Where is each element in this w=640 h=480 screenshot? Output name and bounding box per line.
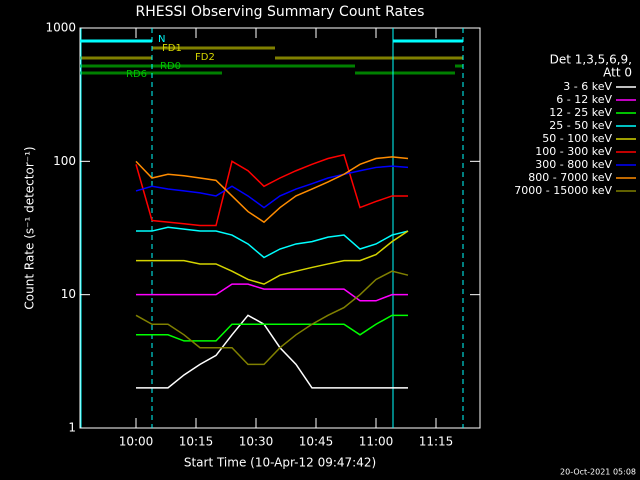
series-line xyxy=(135,153,408,227)
legend-label: 100 - 300 keV xyxy=(535,145,612,158)
annotation: N xyxy=(158,34,165,45)
legend-label: 50 - 100 keV xyxy=(542,132,612,145)
series-line xyxy=(135,165,409,209)
legend-label: 12 - 25 keV xyxy=(549,106,612,119)
y-tick-label: 100 xyxy=(53,154,76,168)
x-axis-label: Start Time (10-Apr-12 09:47:42) xyxy=(184,456,376,470)
y-tick-label: 1000 xyxy=(45,21,76,35)
series-line xyxy=(136,283,408,302)
x-tick-label: 11:00 xyxy=(359,435,394,449)
legend-title: Att 0 xyxy=(603,66,632,80)
series-line xyxy=(136,314,408,389)
chart-title: RHESSI Observing Summary Count Rates xyxy=(136,4,425,20)
y-axis-label: Count Rate (s⁻¹ detector⁻¹) xyxy=(23,146,37,309)
plot-frame xyxy=(79,27,481,429)
series-line xyxy=(136,314,408,342)
footer: 20-Oct-2021 05:08 xyxy=(560,468,636,477)
annotation: RD0 xyxy=(160,61,181,72)
legend-label: 300 - 800 keV xyxy=(535,158,612,171)
x-tick-label: 10:00 xyxy=(119,435,154,449)
attenuator-lines xyxy=(80,28,464,428)
annotation: FD2 xyxy=(195,52,215,63)
x-tick-label: 10:45 xyxy=(299,435,334,449)
x-tick-label: 11:15 xyxy=(419,435,454,449)
legend-label: 25 - 50 keV xyxy=(549,119,612,132)
annotation: FD1 xyxy=(162,43,182,54)
legend-label: 3 - 6 keV xyxy=(563,80,612,93)
legend-label: 800 - 7000 keV xyxy=(528,171,612,184)
series-line xyxy=(136,230,409,285)
y-tick-label: 1 xyxy=(68,421,76,435)
series-line xyxy=(136,226,409,259)
x-tick-label: 10:15 xyxy=(179,435,214,449)
y-tick-label: 10 xyxy=(61,287,76,301)
attenuator-bars xyxy=(80,39,463,75)
series-line xyxy=(135,156,409,224)
legend-label: 6 - 12 keV xyxy=(556,93,612,106)
annotation: RD6 xyxy=(126,69,147,80)
series-line xyxy=(135,270,409,366)
x-tick-label: 10:30 xyxy=(239,435,274,449)
legend-label: 7000 - 15000 keV xyxy=(514,184,612,197)
legend-title: Det 1,3,5,6,9, xyxy=(550,53,632,67)
